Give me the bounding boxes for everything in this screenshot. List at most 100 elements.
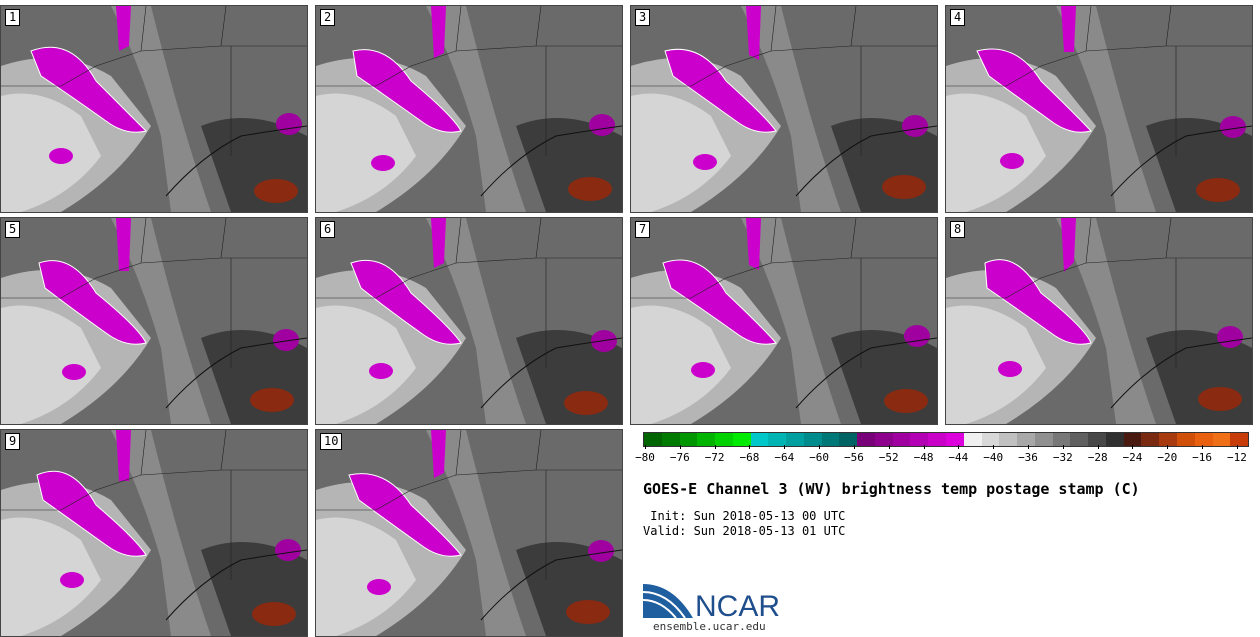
colorbar-segment	[750, 433, 769, 446]
colorbar-tick	[1062, 445, 1064, 449]
map-panel: 8	[945, 217, 1253, 425]
map-panel: 4	[945, 5, 1253, 213]
wv-map	[316, 430, 622, 636]
colorbar-ticks: −80 −76 −72 −68 −64 −60 −56 −52 −48 −44 −40 −36 −32 −…	[635, 445, 1247, 468]
panel-label: 6	[320, 221, 336, 238]
colorbar-segment	[892, 433, 911, 446]
colorbar-segment	[1105, 433, 1124, 446]
map-panel: 7	[630, 217, 938, 425]
colorbar-segment	[1159, 433, 1177, 446]
colorbar-tick-label: −40	[983, 451, 1004, 464]
colorbar-tick	[645, 445, 646, 449]
colorbar-tick	[1028, 445, 1029, 449]
colorbar-segment	[1194, 433, 1213, 446]
wv-map	[946, 6, 1252, 212]
map-panel: 6	[315, 217, 623, 425]
colorbar-segment	[679, 433, 698, 446]
colorbar-tick-label: −48	[913, 451, 934, 464]
colorbar-segment	[1230, 433, 1249, 446]
colorbar-segment	[946, 433, 964, 446]
colorbar-segment	[697, 433, 716, 446]
colorbar-segment	[857, 433, 875, 446]
colorbar-segment	[1070, 433, 1089, 446]
colorbar-tick	[679, 445, 681, 449]
panel-label: 2	[320, 9, 336, 26]
map-panel: 2	[315, 5, 623, 213]
panel-label: 7	[635, 221, 651, 238]
colorbar-tick-label: −76	[669, 451, 690, 464]
colorbar-tick	[819, 445, 821, 449]
panel-label: 8	[950, 221, 966, 238]
colorbar-segment	[981, 433, 1000, 446]
colorbar-tick-label: −44	[948, 451, 969, 464]
colorbar-segment	[928, 433, 947, 446]
colorbar-segment	[874, 433, 893, 446]
colorbar-segment	[963, 433, 982, 446]
colorbar-segment	[1017, 433, 1035, 446]
init-time: Init: Sun 2018-05-13 00 UTC	[643, 509, 846, 523]
panel-label: 9	[5, 433, 21, 450]
panel-label: 3	[635, 9, 651, 26]
colorbar-segment	[910, 433, 929, 446]
wv-map	[1, 430, 307, 636]
colorbar-segment	[1034, 433, 1053, 446]
colorbar-tick-label: −72	[704, 451, 725, 464]
colorbar-tick-label: −28	[1087, 451, 1108, 464]
panel-label: 10	[320, 433, 343, 450]
panel-label: 4	[950, 9, 966, 26]
map-panel: 10	[315, 429, 623, 637]
colorbar-tick-label: −68	[739, 451, 760, 464]
wv-map	[946, 218, 1252, 424]
colorbar-tick-label: −20	[1157, 451, 1178, 464]
colorbar-tick	[1097, 445, 1099, 449]
wv-map	[316, 218, 622, 424]
colorbar-segment	[661, 433, 680, 446]
colorbar-tick-label: −32	[1052, 451, 1073, 464]
colorbar-tick-label: −56	[843, 451, 864, 464]
panel-label: 5	[5, 221, 21, 238]
colorbar	[643, 432, 1249, 447]
colorbar-tick	[1202, 445, 1204, 449]
ensemble-url: ensemble.ucar.edu	[653, 620, 766, 633]
colorbar-segment	[1176, 433, 1195, 446]
colorbar-tick	[714, 445, 716, 449]
colorbar-tick-label: −16	[1192, 451, 1213, 464]
colorbar-tick	[1167, 445, 1169, 449]
colorbar-segment	[821, 433, 840, 446]
colorbar-tick-label: −12	[1226, 451, 1247, 464]
colorbar-segment	[1088, 433, 1106, 446]
wv-map	[1, 218, 307, 424]
colorbar-tick-label: −60	[809, 451, 830, 464]
colorbar-tick	[749, 445, 751, 449]
colorbar-segment	[768, 433, 787, 446]
wv-map	[631, 6, 937, 212]
colorbar-segment	[1123, 433, 1142, 446]
wv-map	[631, 218, 937, 424]
colorbar-segment	[644, 433, 662, 446]
colorbar-tick	[1132, 445, 1134, 449]
colorbar-tick-label: −24	[1122, 451, 1143, 464]
colorbar-tick	[888, 445, 890, 449]
colorbar-segment	[999, 433, 1018, 446]
wv-map	[316, 6, 622, 212]
logo-text: NCAR	[695, 590, 780, 620]
colorbar-tick	[958, 445, 960, 449]
colorbar-segment	[715, 433, 733, 446]
colorbar-segment	[839, 433, 858, 446]
colorbar-segment	[1141, 433, 1160, 446]
colorbar-tick-label: −52	[878, 451, 899, 464]
map-panel: 5	[0, 217, 308, 425]
colorbar-segment	[803, 433, 822, 446]
colorbar-segment	[786, 433, 804, 446]
wv-map	[1, 6, 307, 212]
map-panel: 9	[0, 429, 308, 637]
colorbar-segment	[1212, 433, 1231, 446]
ncar-logo: NCAR	[642, 578, 793, 624]
panel-label: 1	[5, 9, 21, 26]
colorbar-tick-label: −64	[774, 451, 795, 464]
valid-time: Valid: Sun 2018-05-13 01 UTC	[643, 524, 846, 538]
colorbar-tick	[923, 445, 925, 449]
colorbar-segment	[732, 433, 751, 446]
colorbar-tick-label: −36	[1018, 451, 1038, 464]
colorbar-tick	[1236, 445, 1238, 449]
